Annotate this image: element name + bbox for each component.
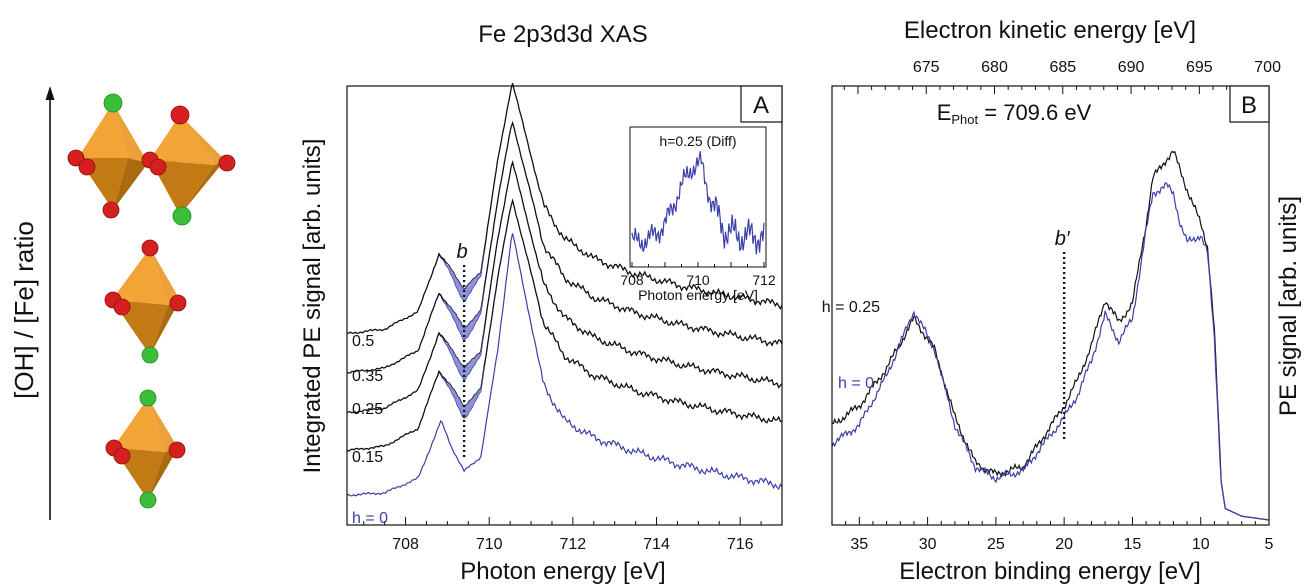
panel-a-difference-shading [447,250,485,302]
panel-b-curves [831,150,1270,521]
inset-xlabel: Photon energy [eV] [638,287,758,303]
panel-b-x-ticks: 35 30 25 20 15 10 5 [831,517,1274,553]
panel-a-difference-shading [447,365,485,419]
panel-a-x-ticks: 708 710 712 714 716 [363,517,783,553]
panel-a-frame [346,85,783,526]
inset-frame [629,126,767,268]
panel-b-series-line [831,150,1270,521]
panel-a-curves [346,83,783,497]
panel-b-tick-label: 25 [987,536,1005,553]
panel-b-tick-label: 15 [1124,536,1142,553]
panel-b-letter-box [1229,85,1270,123]
panel-b-top-tick-label: 680 [981,59,1008,76]
inset-title: h=0.25 (Diff) [659,133,736,149]
panel-a-series-line [346,160,783,414]
panel-b-tick-label: 30 [919,536,937,553]
panel-a-shading [447,250,485,419]
panel-a-title: Fe 2p3d3d XAS [478,21,647,48]
ratio-axis-label: [OH] / [Fe] ratio [9,221,39,399]
panel-a-series-labels: 0.5 0.35 0.25 0.15 h = 0 [352,333,388,527]
panel-b-tick-label: 5 [1265,536,1274,553]
ratio-axis-arrow-icon [45,86,55,100]
panel-a-series-label: h = 0 [352,510,388,527]
inset-curve [631,151,765,255]
panel-a-letter-box [740,85,783,123]
panel-a-series-line [346,233,783,497]
panel-b-xlabel: Electron binding energy [eV] [899,558,1201,585]
panel-b-label-h025: h = 0.25 [822,299,880,316]
panel-a-tick-label: 708 [392,536,419,553]
octahedron-dimer-icon [67,93,236,226]
panel-b-top-xlabel: Electron kinetic energy [eV] [904,17,1196,44]
panel-a: Fe 2p3d3d XAS 708 710 712 714 716 b 0.50.350… [299,21,783,585]
panel-a-inset: h=0.25 (Diff) 708 710 712 Photon energy [e… [620,126,776,303]
panel-a-series-label: 0.5 [352,333,374,350]
panel-a-series-label: 0.15 [352,449,383,466]
panel-b-top-tick-label: 675 [913,59,940,76]
inset-tick-label: 710 [686,272,710,288]
panel-b-letter: B [1241,92,1257,119]
panel-a-tick-label: 712 [560,536,587,553]
panel-b-label-h0: h = 0 [838,375,874,392]
octahedron-bottom-icon [105,389,186,509]
panel-b-top-tick-label: 700 [1254,59,1281,76]
octahedron-middle-icon [104,239,187,364]
panel-b-b-marker-label: b′ [1055,228,1071,250]
panel-b-top-tick-label: 685 [1049,59,1076,76]
panel-b-photon-energy-label: EPhot = 709.6 eV [937,100,1092,127]
panel-b-tick-label: 10 [1192,536,1210,553]
panel-b-frame [831,85,1270,526]
panel-a-series-line [346,120,783,374]
panel-a-series-label: 0.25 [352,401,383,418]
inset-difference-line [631,151,765,255]
inset-x-ticks: 708 710 712 [620,262,776,288]
panel-b-series-line [831,182,1270,521]
panel-a-series-line [346,83,783,335]
inset-tick-label: 712 [752,272,776,288]
panel-b-top-tick-label: 690 [1118,59,1145,76]
panel-a-difference-shading [447,329,485,381]
structure-panel: [OH] / [Fe] ratio [9,86,236,520]
panel-b-tick-label: 35 [850,536,868,553]
panel-a-ylabel: Integrated PE signal [arb. units] [299,139,326,474]
panel-a-series-label: 0.35 [352,368,383,385]
panel-a-letter: A [753,92,769,119]
panel-b-tick-label: 20 [1055,536,1073,553]
panel-b: Electron kinetic energy [eV] 675 680 685 69… [822,17,1302,585]
panel-b-top-ticks: 675 680 685 690 695 700 [843,59,1281,94]
panel-a-b-marker-label: b [457,241,468,263]
panel-b-ylabel: PE signal [arb. units] [1275,196,1302,416]
panel-a-xlabel: Photon energy [eV] [460,558,665,585]
panel-a-series-line [346,198,783,452]
panel-b-top-tick-label: 695 [1186,59,1213,76]
panel-a-tick-label: 714 [643,536,670,553]
inset-tick-label: 708 [620,272,644,288]
panel-a-tick-label: 710 [476,536,503,553]
panel-a-difference-shading [447,287,485,341]
panel-a-tick-label: 716 [727,536,754,553]
